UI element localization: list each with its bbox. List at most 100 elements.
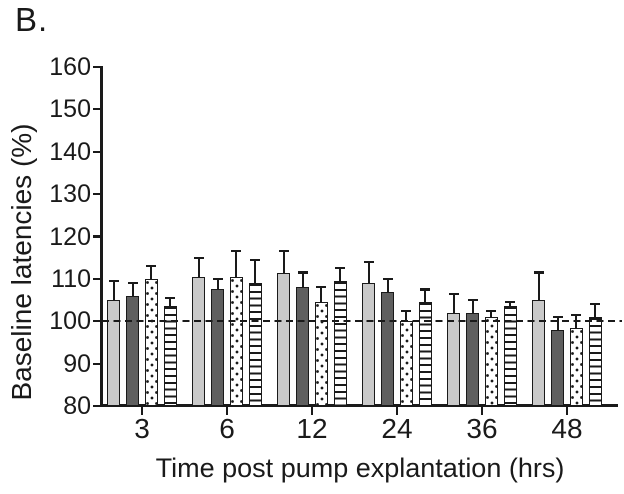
x-axis-title: Time post pump explantation (hrs) [155,453,565,483]
y-tick-mark [93,235,102,238]
error-bar-dark-gray-bars [131,283,134,296]
bar-dark-gray-bars [211,289,225,406]
x-tick-mark [480,407,484,415]
x-tick-label: 48 [551,413,583,444]
y-tick-mark [93,108,102,111]
bar-dotted-bars [399,321,413,406]
x-tick-label: 36 [466,413,498,444]
error-bar-striped-bars [339,268,342,281]
error-bar-light-gray-bars [367,261,370,284]
error-bar-dark-gray-bars [386,278,389,292]
bar-light-gray-bars [447,312,461,406]
error-bar-cap-dark-gray-bars [382,277,393,280]
x-tick-mark [310,407,314,415]
y-tick-mark [93,150,102,153]
bar-dark-gray-bars [551,329,565,406]
error-bar-dark-gray-bars [301,272,304,288]
bar-dotted-bars [314,302,328,406]
error-bar-cap-striped-bars [165,296,176,300]
error-bar-cap-light-gray-bars [448,292,459,295]
y-tick-label: 110 [51,264,91,293]
error-bar-cap-dark-gray-bars [212,277,223,280]
error-bar-cap-dotted-bars [486,309,497,312]
error-bar-dark-gray-bars [471,300,474,313]
x-tick-mark [140,407,144,415]
x-tick-mark [395,407,399,415]
error-bar-cap-light-gray-bars [363,260,374,263]
y-tick-mark [93,362,102,365]
y-tick-mark [93,320,102,323]
error-bar-cap-dark-gray-bars [127,282,138,285]
x-tick-mark [225,407,229,415]
error-bar-cap-striped-bars [505,301,516,304]
error-bar-light-gray-bars [537,272,540,301]
y-tick-mark [93,404,102,408]
bar-light-gray-bars [362,283,376,406]
x-tick-label: 3 [134,413,150,444]
error-bar-striped-bars [254,259,257,284]
bar-striped-bars [248,283,262,406]
error-bar-cap-striped-bars [250,258,261,261]
bar-dark-gray-bars [466,312,480,406]
bar-dotted-bars [229,276,243,406]
error-bar-cap-light-gray-bars [193,256,204,259]
error-bar-light-gray-bars [282,251,285,273]
error-bar-light-gray-bars [197,257,200,277]
bar-dotted-bars [484,317,498,406]
error-bar-dotted-bars [150,266,153,279]
error-bar-striped-bars [424,289,427,303]
x-tick-label: 6 [219,413,235,444]
error-bar-dotted-bars [490,310,493,317]
y-tick-mark [93,65,102,69]
y-tick-label: 130 [49,180,91,209]
error-bar-cap-dark-gray-bars [552,315,563,319]
error-bar-cap-striped-bars [335,267,346,270]
error-bar-striped-bars [594,304,597,317]
y-tick-label: 160 [49,53,91,81]
error-bar-cap-striped-bars [590,303,601,306]
bar-light-gray-bars [277,272,291,406]
error-bar-cap-dotted-bars [571,313,582,316]
bar-dark-gray-bars [381,291,395,406]
x-tick-label: 12 [296,413,328,444]
error-bar-dotted-bars [405,310,408,322]
error-bar-cap-dark-gray-bars [467,298,478,302]
y-tick-label: 100 [49,307,91,336]
error-bar-cap-striped-bars [420,288,431,291]
error-bar-dotted-bars [235,251,238,277]
bar-striped-bars [503,306,517,406]
error-bar-dotted-bars [320,287,323,303]
bar-light-gray-bars [532,300,546,406]
x-tick-mark [565,407,569,415]
error-bar-striped-bars [509,302,512,307]
bar-light-gray-bars [107,300,121,406]
bar-striped-bars [163,306,177,406]
y-tick-mark [93,193,102,196]
y-tick-label: 150 [49,95,91,124]
error-bar-cap-dotted-bars [231,250,242,253]
bar-dotted-bars [144,278,158,406]
bar-light-gray-bars [192,276,206,406]
error-bar-striped-bars [169,297,172,307]
x-axis-line [100,404,618,407]
bar-striped-bars [588,317,602,406]
error-bar-cap-light-gray-bars [278,250,289,253]
bar-striped-bars [333,280,347,406]
error-bar-dark-gray-bars [556,317,559,330]
y-tick-label: 120 [49,222,91,251]
bar-striped-bars [418,302,432,406]
error-bar-cap-light-gray-bars [533,271,544,274]
error-bar-cap-light-gray-bars [108,279,119,283]
bar-dark-gray-bars [126,295,140,406]
plot-region [102,67,618,406]
panel-label: B. [15,1,49,38]
y-tick-label: 140 [49,137,91,166]
bar-dotted-bars [569,327,583,406]
y-tick-label: 90 [63,349,91,378]
error-bar-light-gray-bars [452,293,455,313]
bar-dark-gray-bars [296,287,310,406]
y-tick-label: 80 [63,392,91,420]
error-bar-light-gray-bars [112,280,115,301]
error-bar-cap-dotted-bars [316,286,327,289]
